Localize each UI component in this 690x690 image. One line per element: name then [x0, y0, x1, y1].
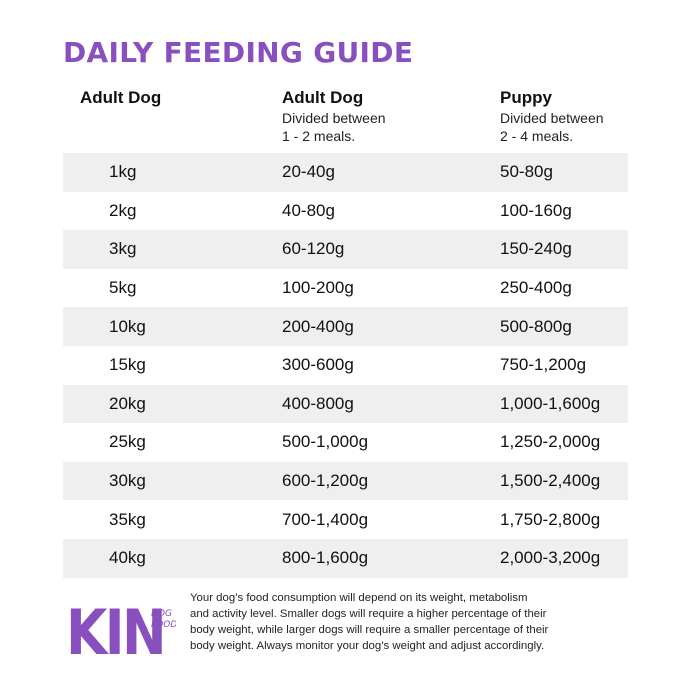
table-row: 40kg 800-1,600g 2,000-3,200g: [63, 538, 628, 578]
puppy-amount-cell: 50-80g: [500, 162, 553, 182]
adult-amount-cell: 500-1,000g: [282, 432, 369, 452]
table-row: 15kg 300-600g 750-1,200g: [63, 346, 628, 385]
weight-cell: 30kg: [109, 471, 146, 491]
logo-wordmark: KIN: [66, 596, 164, 664]
adult-amount-cell: 300-600g: [282, 355, 354, 375]
weight-cell: 20kg: [109, 393, 146, 413]
feeding-note-line: body weight. Always monitor your dog’s w…: [190, 640, 545, 652]
table-row: 35kg 700-1,400g 1,750-2,800g: [63, 500, 628, 539]
header-adult-dog: Adult Dog: [282, 88, 364, 107]
adult-amount-cell: 100-200g: [282, 278, 354, 298]
header-weight: Adult Dog: [80, 88, 162, 107]
header-puppy: Puppy: [500, 88, 552, 107]
weight-cell: 25kg: [109, 432, 146, 452]
weight-cell: 10kg: [109, 316, 146, 336]
adult-amount-cell: 200-400g: [282, 316, 354, 336]
header-puppy-note: Divided between 2 - 4 meals.: [500, 109, 604, 145]
logo-sub-dog: DOG: [151, 609, 172, 619]
header-adult-dog-note-line2: 1 - 2 meals.: [282, 128, 356, 144]
puppy-amount-cell: 250-400g: [500, 278, 572, 298]
adult-amount-cell: 700-1,400g: [282, 509, 369, 529]
header-adult-dog-note-line1: Divided between: [282, 110, 386, 126]
header-puppy-note-line1: Divided between: [500, 110, 604, 126]
feeding-table: 1kg 20-40g 50-80g 2kg 40-80g 100-160g 3k…: [63, 153, 628, 578]
puppy-amount-cell: 500-800g: [500, 316, 572, 336]
table-row: 5kg 100-200g 250-400g: [63, 269, 628, 308]
adult-amount-cell: 400-800g: [282, 393, 354, 413]
header-adult-dog-note: Divided between 1 - 2 meals.: [282, 109, 386, 145]
puppy-amount-cell: 100-160g: [500, 200, 572, 220]
feeding-note-line: and activity level. Smaller dogs will re…: [190, 608, 547, 620]
adult-amount-cell: 600-1,200g: [282, 471, 369, 491]
page-title: DAILY FEEDING GUIDE: [63, 36, 414, 69]
weight-cell: 1kg: [109, 162, 137, 182]
weight-cell: 15kg: [109, 355, 146, 375]
table-row: 10kg 200-400g 500-800g: [63, 307, 628, 346]
puppy-amount-cell: 1,500-2,400g: [500, 471, 601, 491]
table-row: 25kg 500-1,000g 1,250-2,000g: [63, 423, 628, 462]
table-row: 1kg 20-40g 50-80g: [63, 153, 628, 192]
adult-amount-cell: 800-1,600g: [282, 548, 369, 568]
puppy-amount-cell: 150-240g: [500, 239, 572, 259]
feeding-note-line: Your dog’s food consumption will depend …: [190, 592, 528, 604]
logo-sub-food: FOOD: [151, 620, 176, 630]
table-row: 2kg 40-80g 100-160g: [63, 192, 628, 231]
weight-cell: 3kg: [109, 239, 137, 259]
weight-cell: 35kg: [109, 509, 146, 529]
puppy-amount-cell: 750-1,200g: [500, 355, 587, 375]
table-row: 3kg 60-120g 150-240g: [63, 230, 628, 269]
table-row: 20kg 400-800g 1,000-1,600g: [63, 384, 628, 424]
puppy-amount-cell: 1,000-1,600g: [500, 393, 601, 413]
weight-cell: 40kg: [109, 548, 146, 568]
adult-amount-cell: 60-120g: [282, 239, 345, 259]
feeding-note-line: body weight, while larger dogs will requ…: [190, 624, 549, 636]
weight-cell: 5kg: [109, 278, 137, 298]
puppy-amount-cell: 1,250-2,000g: [500, 432, 601, 452]
adult-amount-cell: 40-80g: [282, 200, 335, 220]
feeding-note: Your dog’s food consumption will depend …: [190, 590, 630, 654]
table-row: 30kg 600-1,200g 1,500-2,400g: [63, 461, 628, 501]
weight-cell: 2kg: [109, 200, 137, 220]
puppy-amount-cell: 2,000-3,200g: [500, 548, 601, 568]
kin-dog-food-logo: KIN DOG FOOD: [66, 596, 176, 664]
puppy-amount-cell: 1,750-2,800g: [500, 509, 601, 529]
header-puppy-note-line2: 2 - 4 meals.: [500, 128, 574, 144]
adult-amount-cell: 20-40g: [282, 162, 335, 182]
